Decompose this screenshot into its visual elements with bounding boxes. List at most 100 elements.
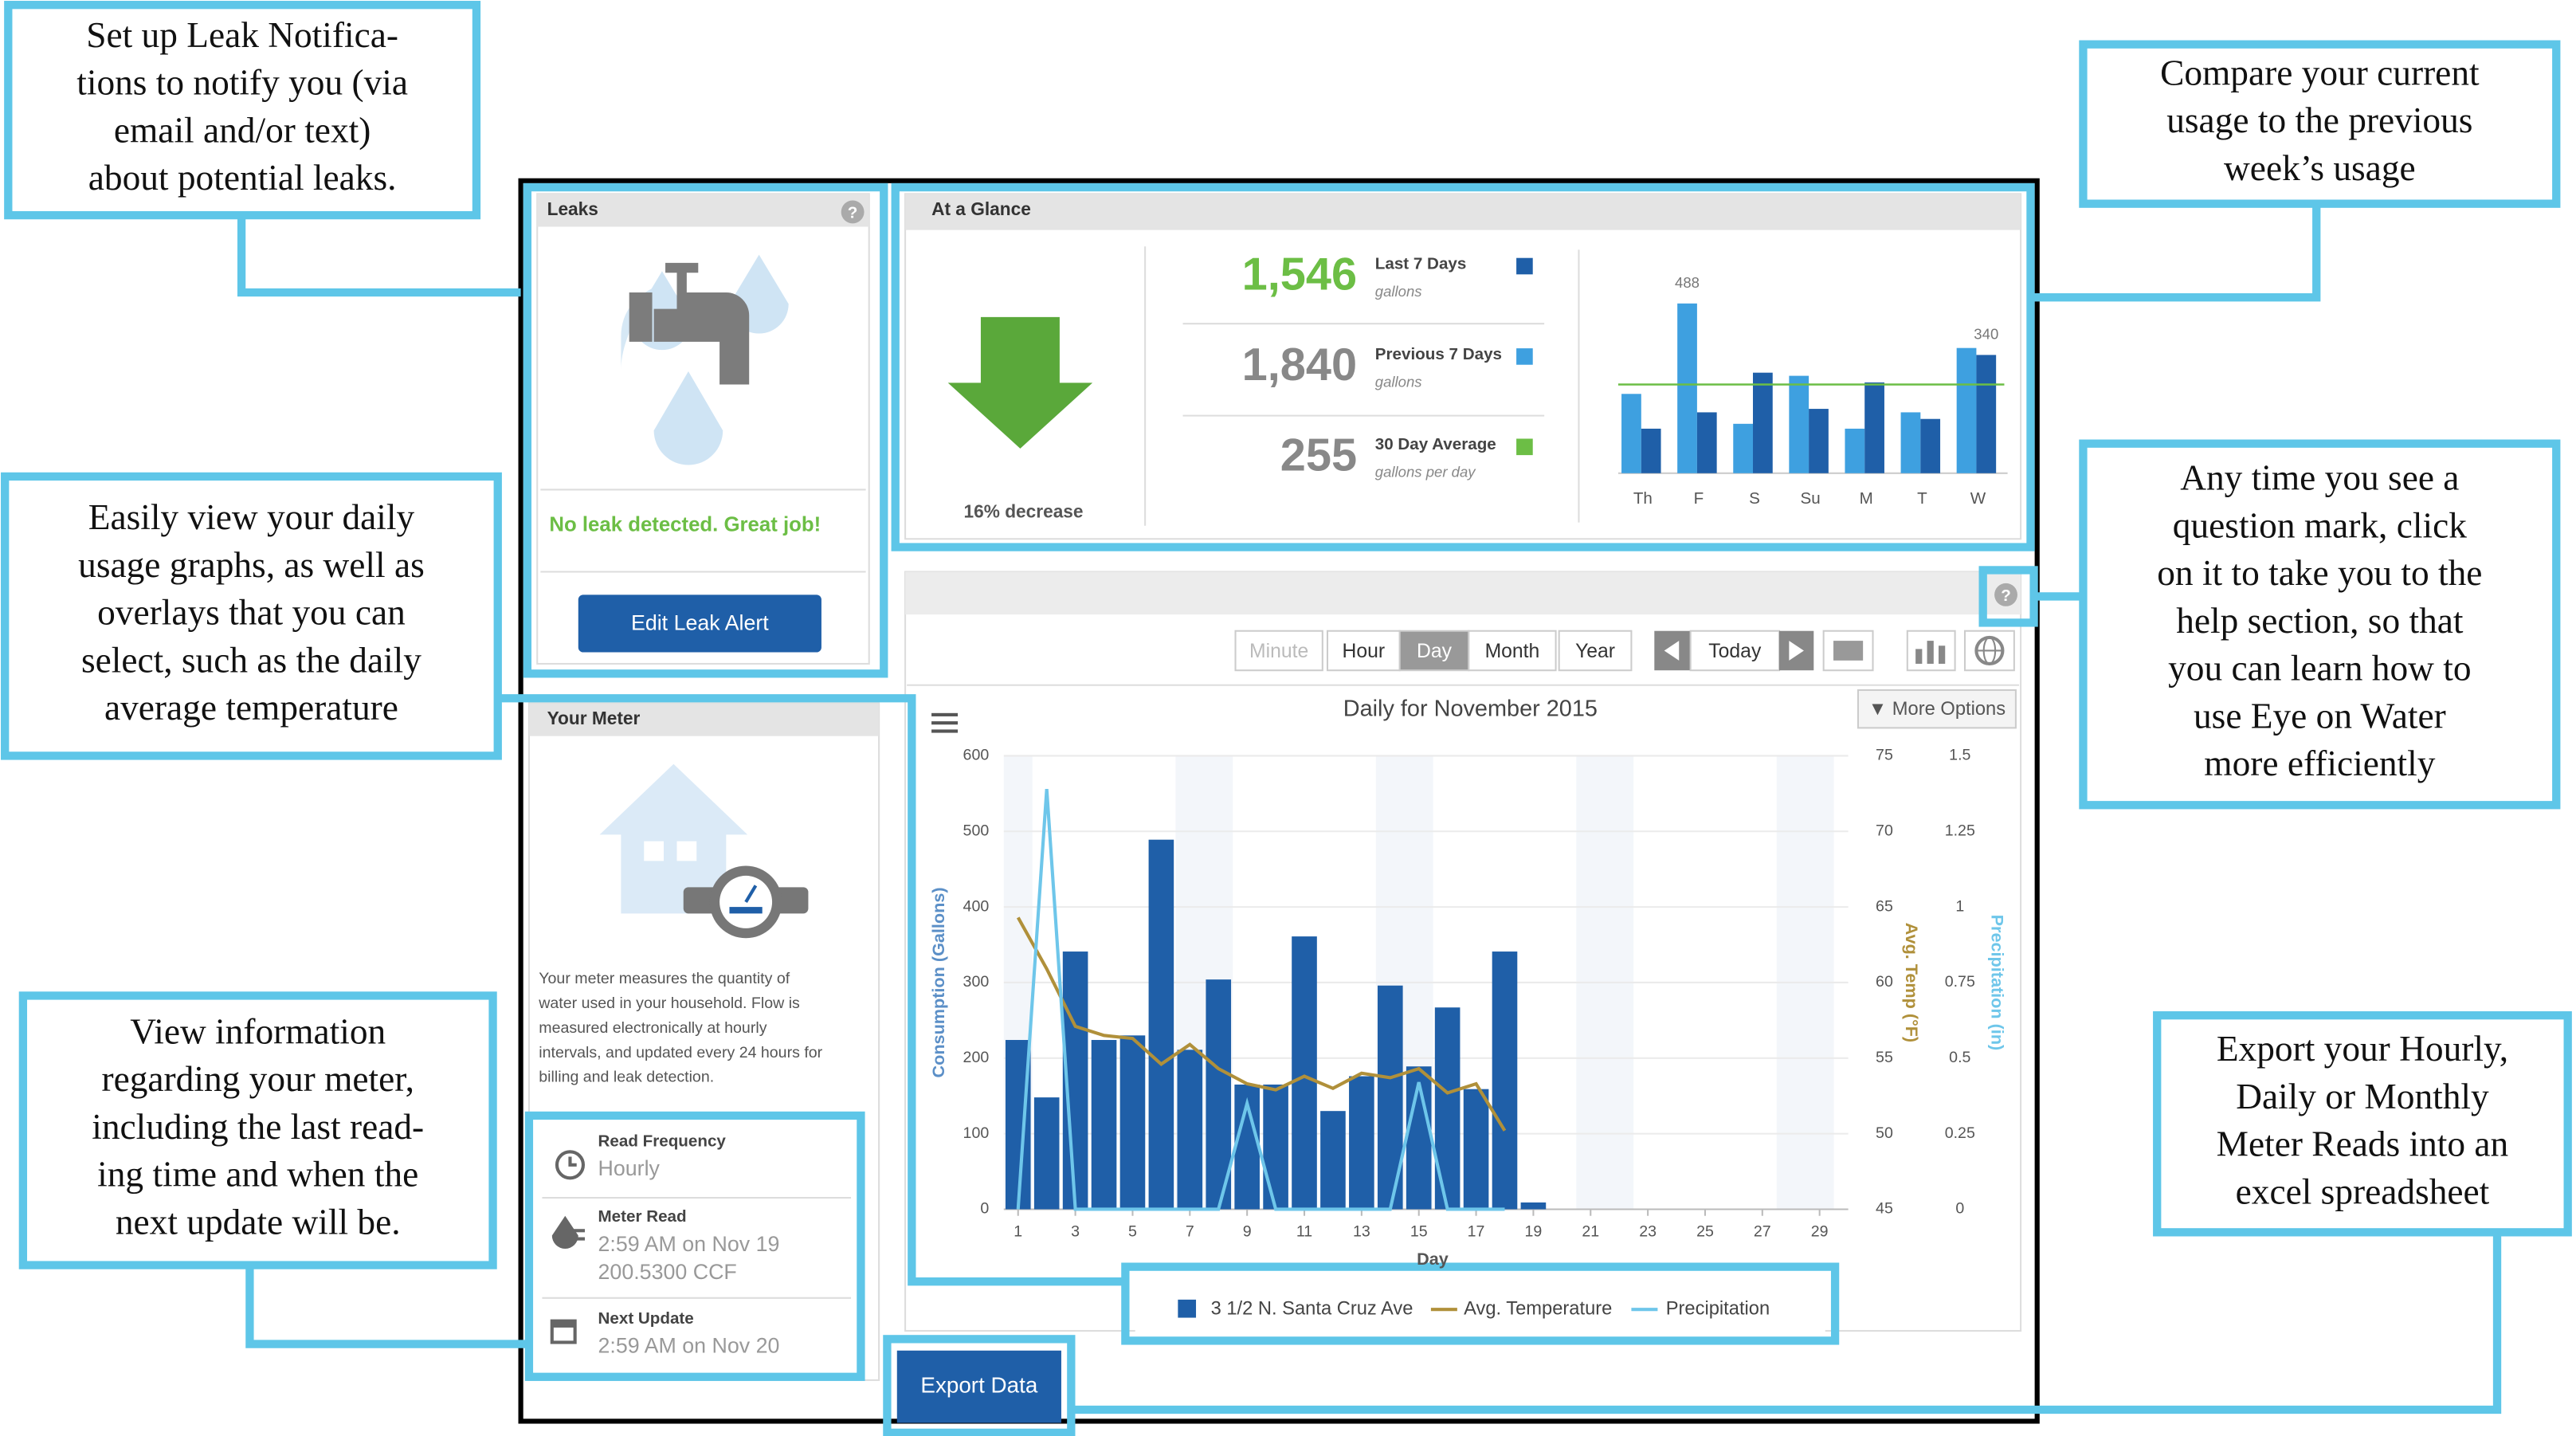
callout-text: Compare your current bbox=[2160, 53, 2480, 92]
glance-title: At a Glance bbox=[931, 198, 1031, 219]
menu-icon[interactable] bbox=[931, 712, 959, 733]
meter-description: intervals, and updated every 24 hours fo… bbox=[539, 1044, 822, 1061]
menu-bar[interactable] bbox=[931, 721, 959, 725]
y-tick-label: 300 bbox=[963, 973, 990, 991]
callout-text: Export your Hourly, bbox=[2217, 1029, 2508, 1069]
range-button[interactable] bbox=[1234, 630, 1323, 672]
callout-text: next update will be. bbox=[116, 1202, 401, 1242]
meter-needle bbox=[744, 885, 758, 903]
icon-bar[interactable] bbox=[1927, 641, 1934, 664]
callout-box bbox=[2079, 40, 2561, 208]
stat-value: 1,840 bbox=[1242, 339, 1357, 390]
range-label[interactable]: Year bbox=[1575, 641, 1615, 662]
bar bbox=[1677, 303, 1697, 473]
callout-text: use Eye on Water bbox=[2194, 696, 2446, 736]
legend bbox=[1135, 1277, 1825, 1333]
y3-tick-label: 0.75 bbox=[1945, 973, 1975, 991]
bar bbox=[1789, 375, 1809, 473]
prev-arrow[interactable] bbox=[1664, 641, 1680, 661]
icon-bar[interactable] bbox=[1915, 649, 1923, 664]
bar bbox=[1845, 428, 1865, 473]
menu-bar[interactable] bbox=[931, 729, 959, 733]
x-tick-label: T bbox=[1917, 489, 1927, 508]
y3-tick-label: 0.5 bbox=[1949, 1049, 1970, 1066]
y3-tick-label: 1.5 bbox=[1949, 747, 1970, 764]
leak-status: No leak detected. Great job! bbox=[549, 514, 821, 536]
y3-tick-label: 0 bbox=[1955, 1200, 1964, 1218]
meter-header bbox=[528, 703, 880, 736]
legend-label: Precipitation bbox=[1666, 1299, 1770, 1320]
y-tick-label: 200 bbox=[963, 1049, 990, 1066]
bar bbox=[1119, 1035, 1146, 1210]
callout-text: including the last read- bbox=[92, 1107, 424, 1147]
range-label[interactable]: Day bbox=[1417, 641, 1453, 662]
export-label[interactable]: Export Data bbox=[920, 1373, 1037, 1398]
callout-text: select, such as the daily bbox=[81, 640, 421, 680]
meter-entry-value: Hourly bbox=[598, 1156, 661, 1180]
x-tick-label: F bbox=[1694, 489, 1704, 508]
connector bbox=[1071, 1232, 2502, 1414]
x-tick-label: 13 bbox=[1353, 1223, 1370, 1241]
icon-bar[interactable] bbox=[1938, 645, 1946, 664]
help-icon[interactable] bbox=[841, 200, 865, 224]
range-label[interactable]: Month bbox=[1485, 641, 1540, 662]
meter-entry-label: Meter Read bbox=[598, 1207, 687, 1226]
y-tick-label: 400 bbox=[963, 897, 990, 915]
callout-text: question mark, click bbox=[2173, 505, 2467, 545]
list-line bbox=[567, 1229, 586, 1233]
help-icon-label[interactable]: ? bbox=[848, 203, 858, 222]
callout-box bbox=[1, 472, 502, 760]
connector bbox=[245, 1265, 529, 1348]
x-tick-label: 1 bbox=[1014, 1223, 1022, 1241]
calendar-icon[interactable] bbox=[1833, 641, 1864, 661]
range-label[interactable]: Hour bbox=[1343, 641, 1386, 662]
range-button[interactable] bbox=[1468, 630, 1557, 672]
faucet bbox=[653, 262, 750, 385]
y-tick-label: 100 bbox=[963, 1124, 990, 1142]
x-tick-label: 9 bbox=[1243, 1223, 1252, 1241]
y2-tick-label: 70 bbox=[1876, 822, 1893, 839]
bar bbox=[1920, 418, 1941, 473]
connector bbox=[497, 694, 1126, 1286]
range-button[interactable] bbox=[1398, 630, 1470, 672]
next-arrow[interactable] bbox=[1789, 641, 1804, 661]
today-label[interactable]: Today bbox=[1708, 641, 1762, 662]
edit-leak-alert-button[interactable] bbox=[578, 594, 821, 653]
faucet-handle bbox=[629, 292, 653, 342]
bar bbox=[1900, 412, 1921, 473]
x-tick-label: 17 bbox=[1468, 1223, 1485, 1241]
stat-value: 255 bbox=[1280, 430, 1357, 481]
range-button[interactable] bbox=[1558, 630, 1633, 672]
callout-text: email and/or text) bbox=[114, 110, 371, 150]
y2-tick-label: 50 bbox=[1876, 1124, 1893, 1142]
clock-hands bbox=[568, 1156, 577, 1167]
callout-box bbox=[18, 991, 497, 1269]
y3-tick-label: 1 bbox=[1955, 897, 1964, 915]
calendar-button[interactable] bbox=[1822, 630, 1874, 672]
help-icon-label[interactable]: ? bbox=[2001, 587, 2011, 605]
button-label[interactable]: Edit Leak Alert bbox=[631, 611, 769, 635]
legend-swatch bbox=[1178, 1299, 1197, 1318]
glance-panel bbox=[904, 193, 2022, 540]
highlight-box bbox=[1121, 1262, 1840, 1345]
y2-axis-label: Avg. Temp (°F) bbox=[1902, 923, 1922, 1042]
more-options-button[interactable] bbox=[1857, 689, 2017, 729]
x-tick-label: S bbox=[1749, 489, 1760, 508]
globe-line[interactable] bbox=[1982, 636, 1997, 665]
more-options-label[interactable]: ▼ More Options bbox=[1868, 699, 2006, 720]
y2-tick-label: 45 bbox=[1876, 1200, 1893, 1218]
highlight-box bbox=[524, 1111, 865, 1381]
x-tick-label: W bbox=[1970, 489, 1986, 508]
range-label[interactable]: Minute bbox=[1249, 641, 1308, 662]
menu-bar[interactable] bbox=[931, 712, 959, 716]
x-tick-label: Su bbox=[1801, 489, 1821, 508]
help-icon[interactable] bbox=[1994, 583, 2017, 606]
callout-box bbox=[4, 1, 481, 220]
highlight-box bbox=[891, 182, 2035, 551]
callout-text: View information bbox=[130, 1011, 386, 1051]
export-data-button[interactable] bbox=[896, 1350, 1061, 1423]
callout-text: usage graphs, as well as bbox=[78, 545, 425, 585]
callout-text: ing time and when the bbox=[97, 1155, 418, 1195]
